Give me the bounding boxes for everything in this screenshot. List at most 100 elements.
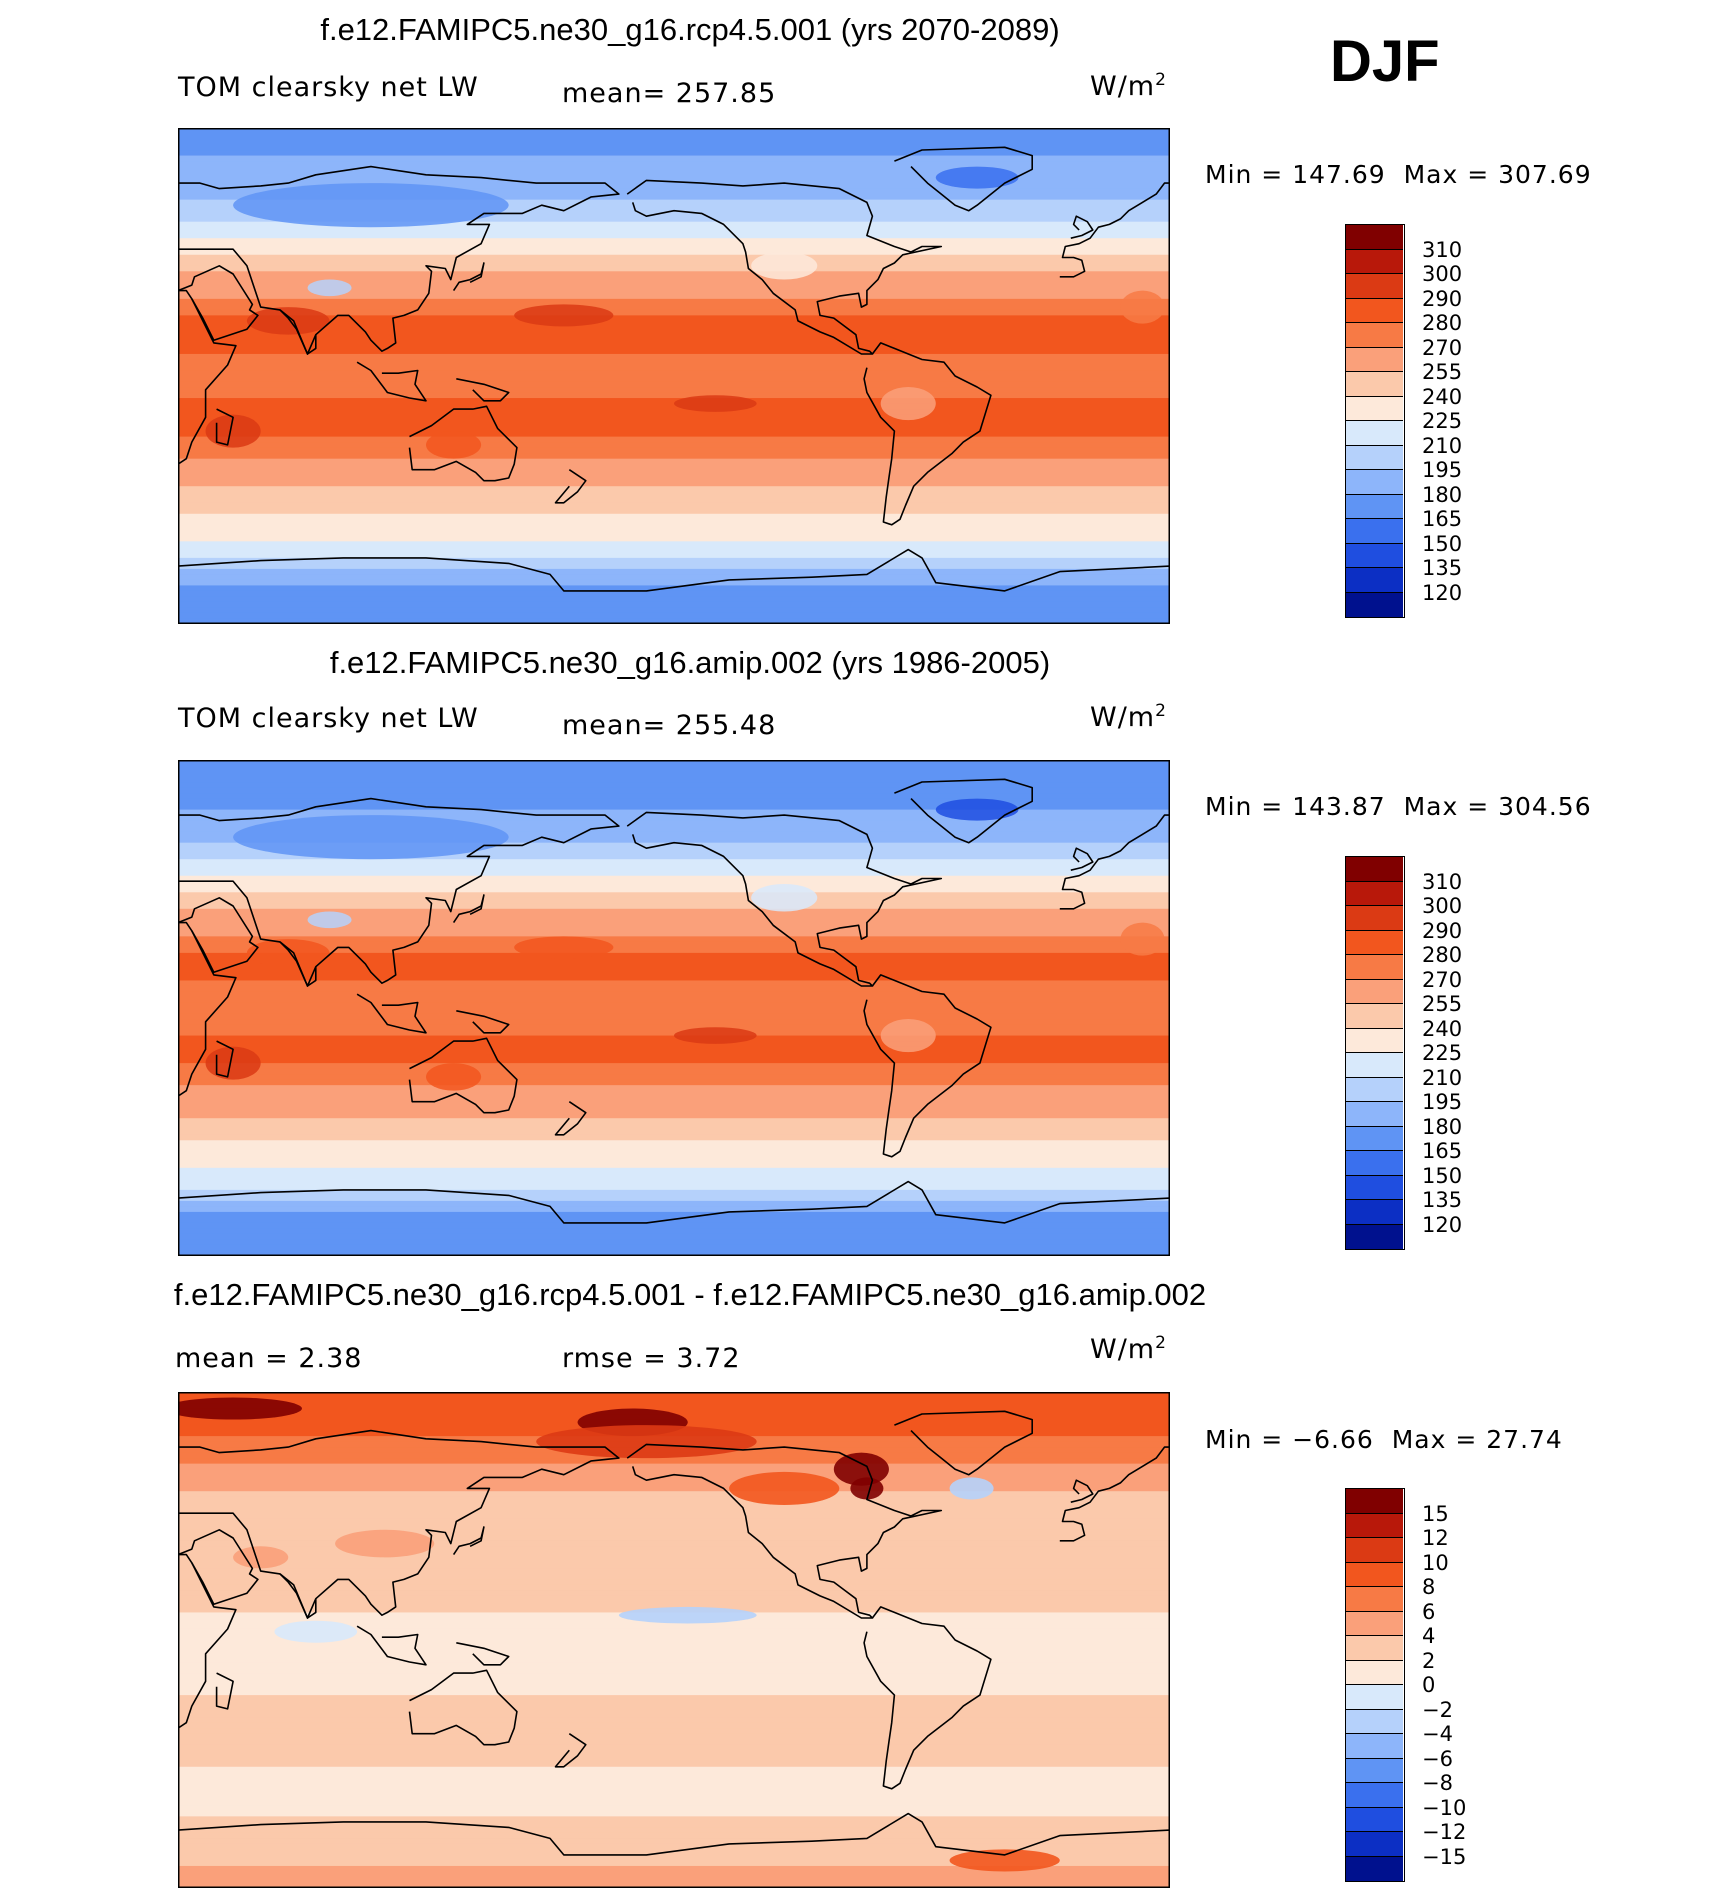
field-band xyxy=(178,381,1170,388)
map-difference xyxy=(178,1392,1170,1888)
field-band xyxy=(178,298,1170,305)
field-band xyxy=(178,1222,1170,1230)
colorbar-swatch xyxy=(1345,954,1403,980)
field-band xyxy=(178,221,1170,228)
field-band xyxy=(178,1805,1170,1812)
coast-arabia-asia xyxy=(178,265,259,341)
field-band xyxy=(178,1145,1170,1152)
colorbar-swatch xyxy=(1345,1150,1403,1176)
map-border xyxy=(178,760,1170,1256)
field-band xyxy=(178,969,1170,976)
panel-title: f.e12.FAMIPC5.ne30_g16.rcp4.5.001 (yrs 2… xyxy=(320,12,1060,47)
colorbar-tick-label: 240 xyxy=(1422,384,1463,409)
colorbar-tick-label: 255 xyxy=(1422,992,1463,1016)
field-feature xyxy=(426,431,482,459)
colorbar-swatch xyxy=(1345,420,1403,446)
field-band xyxy=(178,1178,1170,1185)
colorbar-swatch xyxy=(1345,1125,1403,1151)
map-svg xyxy=(178,128,1170,624)
field-band xyxy=(178,353,1170,361)
field-band xyxy=(178,1678,1170,1685)
coast-india xyxy=(279,1573,317,1619)
field-band xyxy=(178,1865,1170,1873)
coast-greenland xyxy=(894,1410,1033,1476)
colorbar-swatch xyxy=(1345,322,1403,348)
field-band xyxy=(178,260,1170,267)
field-band xyxy=(178,1562,1170,1569)
field-band xyxy=(178,585,1170,592)
field-band xyxy=(178,875,1170,882)
field-feature xyxy=(233,815,509,860)
colorbar-swatch xyxy=(1345,1708,1403,1734)
field-band xyxy=(178,1821,1170,1828)
min-label: Min = xyxy=(1205,160,1293,189)
coast-africa xyxy=(178,921,237,1098)
coast-greenland xyxy=(894,778,1033,844)
field-band xyxy=(178,265,1170,272)
colorbar-outline xyxy=(1345,1488,1405,1882)
field-band xyxy=(178,1513,1170,1520)
field-band xyxy=(178,1496,1170,1503)
field-band xyxy=(178,243,1170,250)
units-exponent: 2 xyxy=(1155,1333,1167,1353)
field-band xyxy=(178,831,1170,838)
colorbar-tick-label: 150 xyxy=(1422,1163,1463,1188)
colorbar-tick-label: 15 xyxy=(1422,1501,1449,1526)
field-band xyxy=(178,1250,1170,1256)
field-band xyxy=(178,1788,1170,1795)
min-max-label: Min = 147.69 Max = 307.69 xyxy=(1205,160,1592,189)
field-band xyxy=(178,1079,1170,1086)
field-band xyxy=(178,1189,1170,1196)
field-band xyxy=(178,491,1170,498)
field-band xyxy=(178,1233,1170,1241)
colorbar-swatch xyxy=(1345,444,1403,470)
field-band xyxy=(178,1843,1170,1851)
field-band xyxy=(178,1816,1170,1823)
coast-eurasia xyxy=(178,797,620,987)
anomaly-feature xyxy=(833,1452,889,1486)
field-band xyxy=(178,1013,1170,1020)
field-feature xyxy=(307,911,352,929)
coast-japan xyxy=(452,894,485,924)
field-band xyxy=(178,238,1170,245)
colorbar-swatch xyxy=(1345,1659,1403,1685)
colorbar-swatch xyxy=(1345,346,1403,372)
field-band xyxy=(178,315,1170,322)
field-band xyxy=(178,1485,1170,1492)
field-band xyxy=(178,414,1170,421)
field-band xyxy=(178,1469,1170,1476)
field-feature xyxy=(307,279,352,297)
field-band xyxy=(178,398,1170,405)
field-band xyxy=(178,1799,1170,1806)
coast-antarctica xyxy=(178,1180,1170,1224)
field-band xyxy=(178,1711,1170,1718)
field-band xyxy=(178,914,1170,921)
field-band xyxy=(178,974,1170,982)
units-base: W/m xyxy=(1090,702,1156,733)
field-band xyxy=(178,442,1170,449)
field-band xyxy=(178,1667,1170,1674)
field-band xyxy=(178,177,1170,184)
field-band xyxy=(178,1684,1170,1691)
units-base: W/m xyxy=(1090,1334,1156,1365)
field-band xyxy=(178,276,1170,283)
field-band xyxy=(178,793,1170,800)
field-feature xyxy=(205,414,261,448)
field-band xyxy=(178,348,1170,355)
field-band xyxy=(178,497,1170,504)
field-band xyxy=(178,1810,1170,1817)
anomaly-feature xyxy=(233,1546,289,1569)
field-band xyxy=(178,618,1170,624)
colorbar-swatch xyxy=(1345,567,1403,593)
field-band xyxy=(178,776,1170,783)
field-band xyxy=(178,1035,1170,1042)
field-feature xyxy=(246,307,330,335)
coast-south-america xyxy=(863,1606,992,1790)
field-band xyxy=(178,1700,1170,1707)
coast-new-zealand xyxy=(554,1733,587,1768)
field-feature xyxy=(751,884,818,912)
field-band xyxy=(178,1030,1170,1037)
field-band xyxy=(178,1838,1170,1845)
coast-antarctica xyxy=(178,1812,1170,1856)
field-band xyxy=(178,1041,1170,1048)
